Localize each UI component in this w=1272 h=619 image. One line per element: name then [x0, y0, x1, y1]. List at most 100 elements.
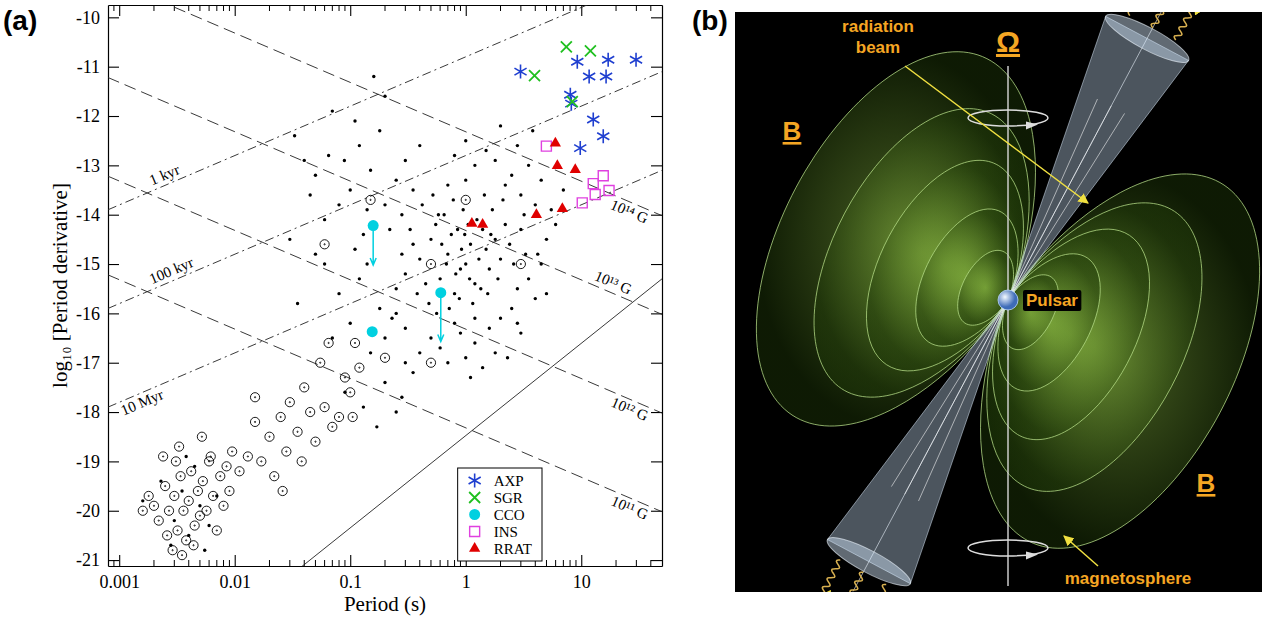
- panel-b: radiationbeamΩBBPulsarmagnetosphere: [735, 0, 1262, 619]
- point: [484, 149, 487, 152]
- point: [545, 238, 548, 241]
- point: [394, 178, 397, 181]
- minor-tick: [344, 5, 345, 11]
- tick-mark: [108, 67, 119, 68]
- legend-symbol: [470, 527, 480, 537]
- point: [278, 486, 287, 495]
- point: [222, 462, 231, 471]
- minor-tick: [223, 560, 224, 566]
- point: [418, 351, 421, 354]
- point: [494, 351, 497, 354]
- point: [323, 218, 326, 221]
- point: [565, 97, 577, 111]
- point: [429, 238, 432, 241]
- point: [446, 361, 449, 364]
- point: [383, 381, 386, 384]
- tick: -13: [76, 156, 119, 176]
- point: [411, 243, 414, 246]
- point: [404, 159, 407, 162]
- point: [452, 198, 455, 201]
- point: [216, 472, 225, 481]
- rotation-arrowhead: [1026, 552, 1038, 560]
- rotation-arrow: [968, 540, 1048, 556]
- point: [212, 526, 221, 535]
- rotation-arrowhead: [1026, 122, 1038, 130]
- minor-tick: [304, 5, 305, 11]
- point: [180, 489, 183, 492]
- minor-tick: [447, 5, 448, 11]
- panel-label: (a): [3, 5, 37, 36]
- point: [562, 188, 565, 191]
- minor-tick: [454, 5, 455, 11]
- tick: 10: [573, 555, 591, 592]
- point: [463, 233, 466, 236]
- point: [590, 189, 600, 199]
- point: [400, 252, 403, 255]
- legend-label: INS: [494, 524, 518, 540]
- legend: AXPSGRCCOINSRRAT: [458, 468, 542, 561]
- point: [358, 144, 361, 147]
- minor-tick: [430, 560, 431, 566]
- minor-tick: [269, 5, 270, 11]
- minor-tick: [199, 560, 200, 566]
- label-patch: [1023, 290, 1081, 311]
- point: [187, 467, 196, 476]
- minor-tick: [636, 560, 637, 566]
- point: [365, 262, 368, 265]
- minor-tick: [153, 560, 154, 566]
- point: [189, 541, 198, 550]
- point: [202, 506, 211, 515]
- minor-tick: [430, 5, 431, 11]
- point: [203, 549, 206, 552]
- minor-tick: [454, 560, 455, 566]
- point: [316, 358, 325, 367]
- point: [353, 248, 356, 251]
- tick: [651, 67, 662, 68]
- tick-label: 0.001: [99, 572, 140, 592]
- point: [514, 65, 526, 79]
- minor-tick: [616, 560, 617, 566]
- point: [561, 41, 572, 52]
- minor-tick: [563, 5, 564, 11]
- point: [461, 195, 470, 204]
- point: [604, 186, 614, 196]
- field-label: B: [1197, 468, 1216, 498]
- point: [358, 277, 361, 280]
- tick-mark: [108, 412, 119, 413]
- point: [598, 171, 608, 181]
- minor-tick: [419, 560, 420, 566]
- tick-mark: [119, 555, 120, 566]
- point: [378, 307, 381, 310]
- point: [204, 457, 213, 466]
- line-label: 10¹⁴ G: [608, 196, 651, 226]
- tick-label: -13: [76, 156, 100, 176]
- emission-wave: [822, 560, 841, 592]
- point: [400, 396, 403, 399]
- point: [297, 457, 306, 466]
- point: [461, 208, 464, 211]
- reference-line: [108, 5, 662, 210]
- point: [394, 312, 397, 315]
- minor-tick: [216, 5, 217, 11]
- point: [512, 262, 515, 265]
- point: [445, 262, 448, 265]
- point: [367, 326, 378, 337]
- reference-line: [108, 72, 662, 309]
- point: [161, 481, 170, 490]
- reference-labels: 10¹⁴ G10¹³ G10¹² G10¹¹ G1 kyr100 kyr10 M…: [118, 161, 650, 522]
- illustration: [756, 12, 1259, 592]
- point: [479, 287, 482, 290]
- point: [484, 248, 487, 251]
- x-axis-line: [109, 566, 663, 567]
- emission-wave: [844, 572, 863, 592]
- point: [550, 208, 553, 211]
- point: [438, 346, 441, 349]
- point: [411, 188, 414, 191]
- y-axis: -10-11-12-13-14-15-16-17-18-19-20-21: [76, 6, 119, 571]
- minor-tick: [570, 560, 571, 566]
- point: [355, 363, 364, 372]
- point: [471, 302, 474, 305]
- tick: [235, 5, 236, 16]
- point: [519, 193, 522, 196]
- tick: [651, 165, 662, 166]
